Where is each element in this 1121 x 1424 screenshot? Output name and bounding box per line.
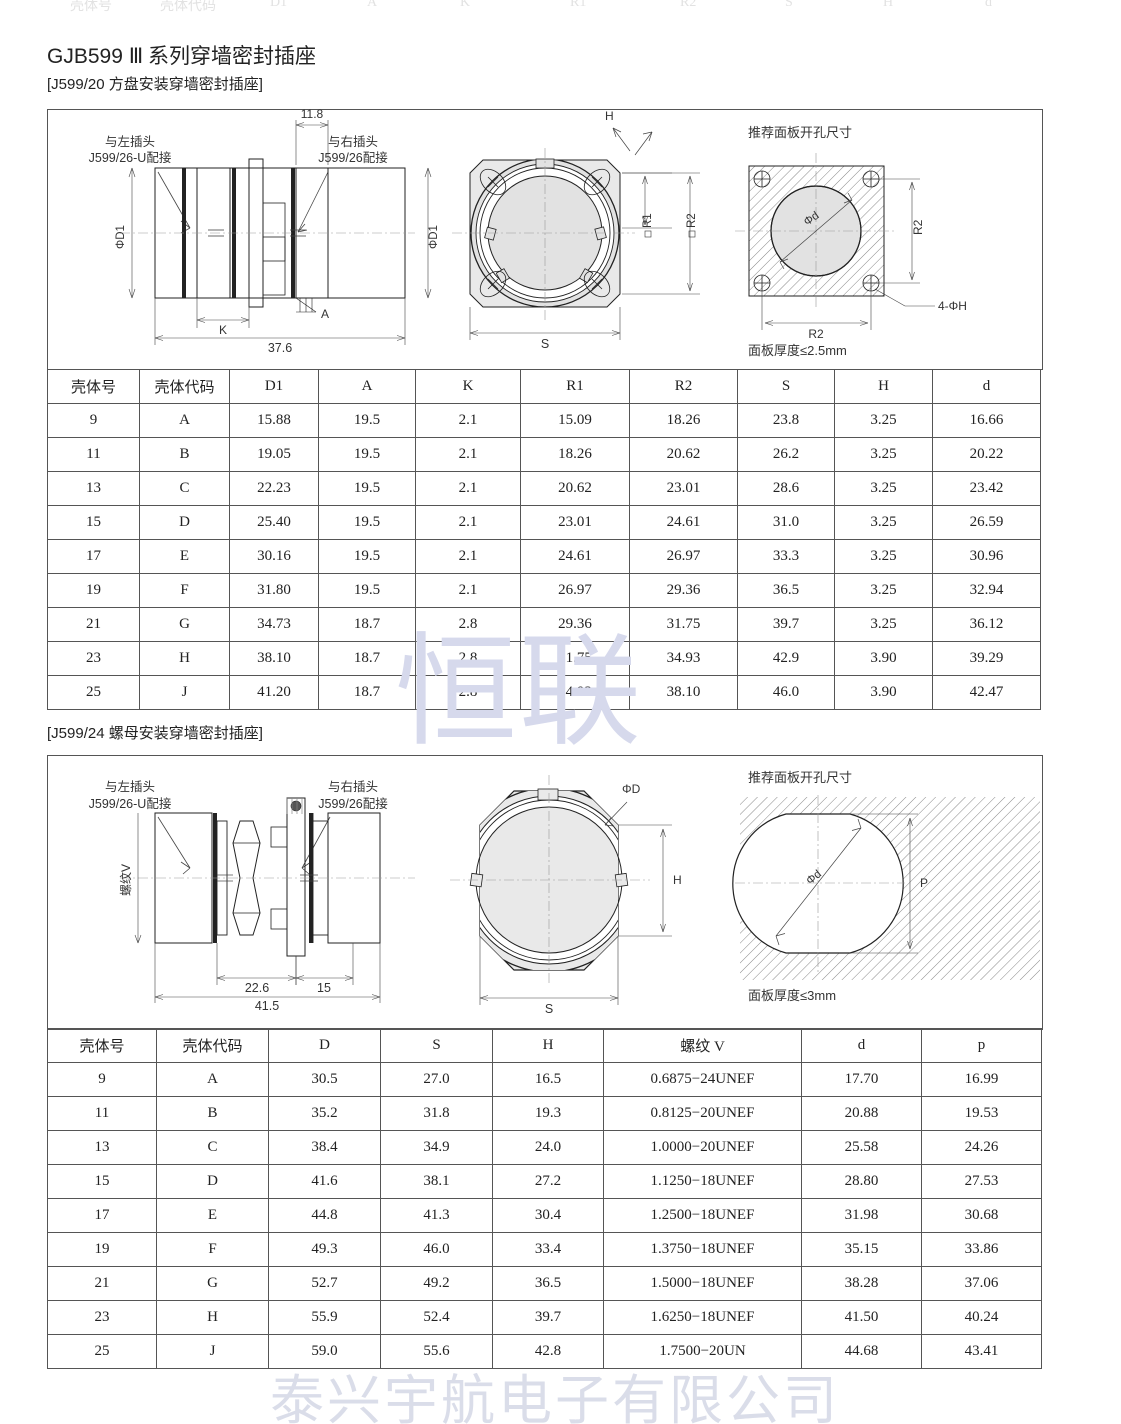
svg-text:与左插头: 与左插头 — [105, 779, 155, 794]
svg-text:推荐面板开孔尺寸: 推荐面板开孔尺寸 — [748, 125, 852, 140]
svg-text:A: A — [321, 307, 329, 321]
svg-text:与右插头: 与右插头 — [328, 779, 378, 794]
svg-text:推荐面板开孔尺寸: 推荐面板开孔尺寸 — [748, 770, 852, 785]
svg-text:面板厚度≤3mm: 面板厚度≤3mm — [748, 988, 836, 1003]
svg-text:K: K — [219, 323, 227, 337]
svg-text:P: P — [920, 876, 928, 890]
svg-text:H: H — [605, 109, 614, 123]
svg-text:ΦD1: ΦD1 — [115, 225, 127, 249]
svg-text:螺纹V: 螺纹V — [119, 864, 133, 896]
svg-text:面板厚度≤2.5mm: 面板厚度≤2.5mm — [748, 343, 847, 358]
svg-text:R1: R1 — [642, 213, 654, 228]
svg-text:H: H — [673, 873, 682, 887]
svg-text:与右插头: 与右插头 — [328, 134, 378, 149]
svg-text:J599/26-U配接: J599/26-U配接 — [89, 796, 172, 811]
svg-text:R2: R2 — [686, 213, 698, 228]
svg-text:4-ΦH: 4-ΦH — [938, 299, 967, 313]
svg-text:ΦD: ΦD — [622, 782, 641, 796]
svg-text:J599/26配接: J599/26配接 — [318, 150, 388, 165]
svg-text:与左插头: 与左插头 — [105, 134, 155, 149]
svg-text:37.6: 37.6 — [268, 341, 292, 355]
svg-text:41.5: 41.5 — [255, 999, 279, 1013]
svg-text:J599/26-U配接: J599/26-U配接 — [89, 150, 172, 165]
svg-text:S: S — [545, 1002, 553, 1016]
svg-text:S: S — [541, 337, 549, 351]
svg-text:ΦD1: ΦD1 — [428, 225, 440, 249]
svg-text:R2: R2 — [911, 219, 925, 235]
svg-text:22.6: 22.6 — [245, 981, 269, 995]
svg-text:15: 15 — [317, 981, 331, 995]
svg-text:J599/26配接: J599/26配接 — [318, 796, 388, 811]
svg-text:11.8: 11.8 — [301, 107, 324, 121]
svg-text:R2: R2 — [808, 327, 824, 341]
